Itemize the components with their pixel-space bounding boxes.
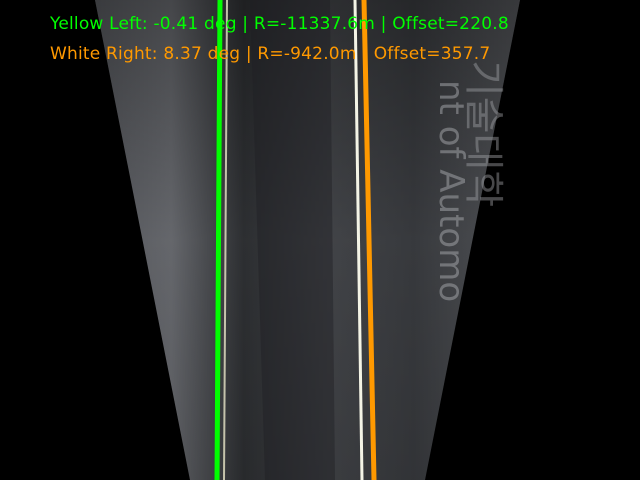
painted-white-line: [353, 0, 364, 480]
yellow-left-lane-readout: Yellow Left: -0.41 deg | R=-11337.6m | O…: [50, 14, 509, 34]
white-right-lane-overlay: [361, 0, 377, 480]
yellow-left-lane-overlay: [214, 0, 223, 480]
surface-watermark: nt of Automo: [431, 80, 471, 302]
surface-watermark-korean: 기술대학: [460, 60, 506, 207]
road-shading: [95, 0, 520, 480]
white-right-lane-readout: White Right: 8.37 deg | R=-942.0m | Offs…: [50, 44, 491, 64]
painted-yellow-line: [223, 0, 228, 480]
road-dark-band: [250, 0, 335, 480]
